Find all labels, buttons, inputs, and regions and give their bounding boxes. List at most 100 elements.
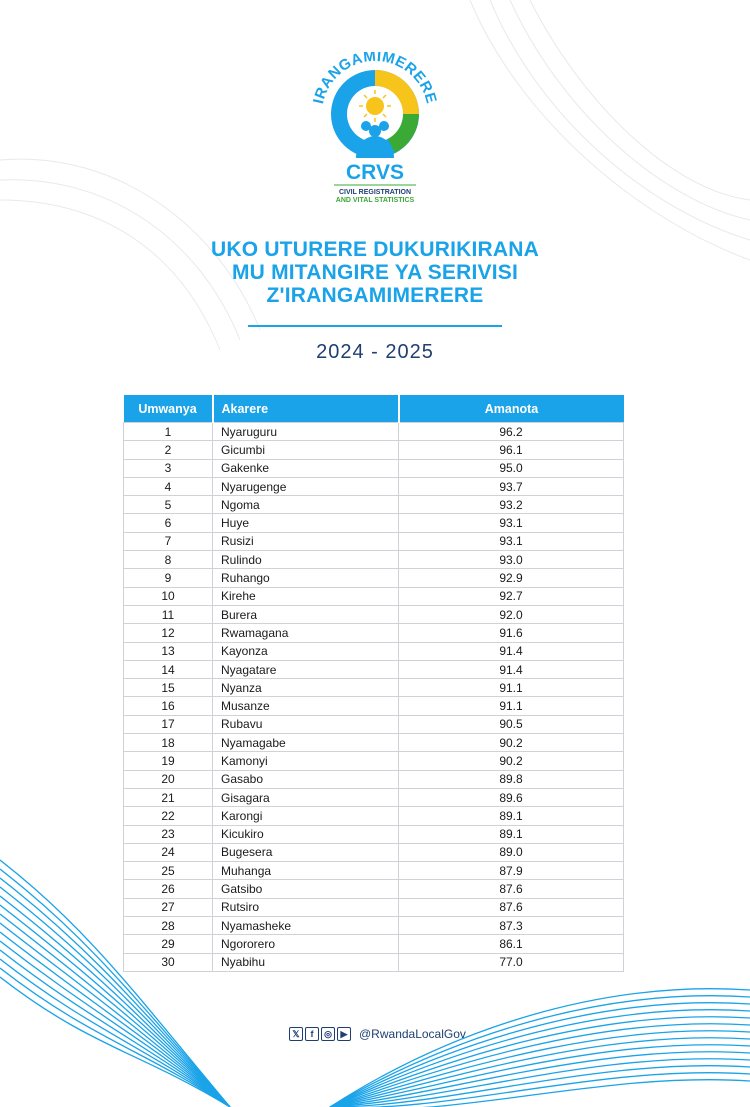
wave-line (0, 886, 231, 1107)
table-row: 22 Karongi 89.1 (123, 806, 624, 826)
social-handle[interactable]: @RwandaLocalGov (359, 1027, 466, 1041)
wave-line (0, 859, 231, 1107)
rank-cell: 6 (123, 513, 213, 533)
table-row: 8 Rulindo 93.0 (123, 550, 624, 570)
table-row: 23 Kicukiro 89.1 (123, 824, 624, 844)
district-cell: Gakenke (212, 458, 399, 478)
score-cell: 93.2 (398, 495, 624, 515)
score-cell: 96.2 (398, 421, 624, 442)
district-cell: Rubavu (212, 714, 399, 735)
wave-line (0, 877, 231, 1107)
table-row: 13 Kayonza 91.4 (123, 641, 624, 661)
score-cell: 93.0 (398, 550, 624, 570)
score-cell: 93.7 (398, 476, 624, 497)
rank-cell: 18 (123, 733, 213, 753)
district-cell: Huye (212, 513, 399, 533)
district-cell: Ruhango (212, 568, 399, 588)
district-cell: Rulindo (212, 550, 399, 570)
rank-cell: 4 (123, 476, 213, 497)
rank-cell: 10 (123, 586, 213, 606)
wave-line (329, 1051, 750, 1107)
score-cell: 92.0 (398, 604, 624, 625)
table-row: 16 Musanze 91.1 (123, 696, 624, 716)
score-cell: 91.1 (398, 696, 624, 716)
table-row: 6 Huye 93.1 (123, 513, 624, 533)
district-cell: Kicukiro (212, 824, 399, 844)
rank-cell: 25 (123, 861, 213, 881)
wave-line (0, 922, 231, 1107)
year-range: 2024 - 2025 (316, 341, 434, 363)
table-row: 11 Burera 92.0 (123, 604, 624, 625)
ranking-table: Umwanya Akarere Amanota 1 Nyaruguru 96.2 2 G… (123, 395, 624, 972)
rank-cell: 28 (123, 916, 213, 936)
district-cell: Bugesera (212, 842, 399, 863)
rank-cell: 22 (123, 806, 213, 826)
title-line-2: MU MITANGIRE YA SERIVISI (231, 261, 518, 284)
wave-line (0, 913, 231, 1107)
wave-line (0, 895, 231, 1107)
rank-cell: 21 (123, 787, 213, 808)
rank-cell: 9 (123, 568, 213, 588)
table-row: 4 Nyarugenge 93.7 (123, 476, 624, 497)
table-row: 15 Nyanza 91.1 (123, 678, 624, 698)
district-cell: Kayonza (212, 641, 399, 661)
score-cell: 89.8 (398, 769, 624, 789)
rank-cell: 19 (123, 751, 213, 771)
table-row: 18 Nyamagabe 90.2 (123, 733, 624, 753)
rank-cell: 17 (123, 714, 213, 735)
table-row: 29 Ngororero 86.1 (123, 934, 624, 954)
score-cell: 86.1 (398, 934, 624, 954)
title-line-1: UKO UTURERE DUKURIKIRANA (211, 238, 539, 261)
facebook-icon[interactable]: f (305, 1027, 319, 1041)
table-row: 3 Gakenke 95.0 (123, 458, 624, 478)
district-cell: Nyamagabe (212, 733, 399, 753)
district-cell: Nyarugenge (212, 476, 399, 497)
table-row: 17 Rubavu 90.5 (123, 714, 624, 735)
score-cell: 89.1 (398, 806, 624, 826)
score-cell: 91.4 (398, 641, 624, 661)
table-header-row: Umwanya Akarere Amanota (123, 395, 624, 423)
rank-cell: 27 (123, 897, 213, 918)
score-cell: 96.1 (398, 440, 624, 460)
score-cell: 93.1 (398, 513, 624, 533)
instagram-icon[interactable]: ◎ (321, 1027, 335, 1041)
district-cell: Burera (212, 604, 399, 625)
district-cell: Nyagatare (212, 659, 399, 680)
title-divider (248, 325, 502, 327)
rank-cell: 23 (123, 824, 213, 844)
wave-line (0, 958, 231, 1107)
table-row: 27 Rutsiro 87.6 (123, 897, 624, 918)
title-line-3: Z'IRANGAMIMERERE (266, 284, 484, 307)
score-cell: 91.4 (398, 659, 624, 680)
youtube-icon[interactable]: ▶ (337, 1027, 351, 1041)
district-cell: Ngororero (212, 934, 399, 954)
district-cell: Kirehe (212, 586, 399, 606)
score-cell: 95.0 (398, 458, 624, 478)
district-cell: Gicumbi (212, 440, 399, 460)
table-row: 7 Rusizi 93.1 (123, 531, 624, 552)
rank-cell: 7 (123, 531, 213, 552)
table-row: 10 Kirehe 92.7 (123, 586, 624, 606)
rank-cell: 14 (123, 659, 213, 680)
district-cell: Muhanga (212, 861, 399, 881)
page-title: UKO UTURERE DUKURIKIRANA MU MITANGIRE YA… (0, 238, 750, 307)
table-row: 26 Gatsibo 87.6 (123, 879, 624, 899)
wave-line (329, 1030, 750, 1107)
district-cell: Rusizi (212, 531, 399, 552)
wave-line (329, 1009, 750, 1107)
rank-cell: 24 (123, 842, 213, 863)
crvs-logo: IRANGAMIMERERE CRVS CIVIL REGISTRATION A… (310, 52, 439, 204)
wave-line (0, 967, 231, 1107)
header-score: Amanota (398, 395, 624, 423)
rank-cell: 1 (123, 421, 213, 442)
x-icon[interactable]: 𝕏 (289, 1027, 303, 1041)
district-cell: Kamonyi (212, 751, 399, 771)
wave-line (329, 1065, 750, 1107)
rank-cell: 2 (123, 440, 213, 460)
rank-cell: 26 (123, 879, 213, 899)
score-cell: 87.9 (398, 861, 624, 881)
district-cell: Nyabihu (212, 952, 399, 972)
score-cell: 90.5 (398, 714, 624, 735)
table-row: 9 Ruhango 92.9 (123, 568, 624, 588)
score-cell: 87.6 (398, 879, 624, 899)
